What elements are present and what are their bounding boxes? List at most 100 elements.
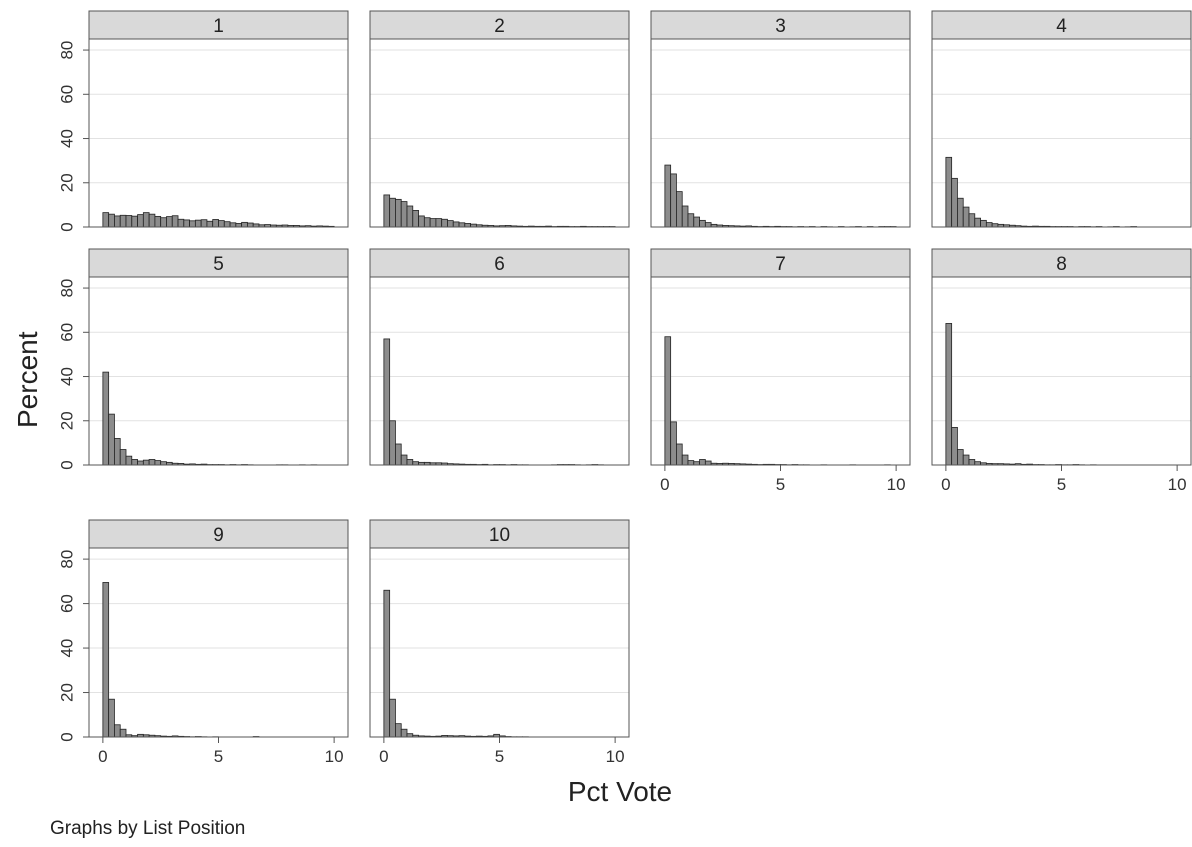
- panel-strip-6: [369, 248, 630, 278]
- y-tick-label-5-40: 40: [57, 367, 76, 386]
- bar-1-3: [119, 214, 127, 228]
- bar-4-7: [985, 222, 993, 228]
- bar-3-4: [687, 213, 695, 228]
- y-tick-label-5-80: 80: [57, 279, 76, 298]
- bar-1-2: [114, 215, 121, 228]
- bar-6-1: [389, 420, 396, 466]
- x-tick-label-7-10: 10: [887, 475, 906, 494]
- panel-label-8: 8: [1056, 254, 1067, 275]
- x-tick-label-8-5: 5: [1057, 475, 1066, 494]
- panel-label-4: 4: [1056, 16, 1067, 37]
- x-tick-label-7-0: 0: [660, 475, 669, 494]
- plot-area-4: [932, 39, 1191, 227]
- plot-area-6: [370, 277, 629, 465]
- bar-1-12: [171, 215, 179, 228]
- bar-4-3: [962, 206, 970, 228]
- bar-8-3: [962, 454, 970, 466]
- plot-area-1: [89, 39, 348, 227]
- bar-2-10: [441, 218, 448, 228]
- bar-1-1: [108, 213, 115, 228]
- bar-2-0: [383, 194, 391, 228]
- bar-4-6: [980, 219, 987, 228]
- y-axis-title: Percent: [12, 331, 43, 429]
- bar-2-13: [458, 222, 466, 228]
- panel-label-10: 10: [489, 525, 510, 546]
- bar-2-4: [406, 205, 414, 228]
- bar-10-4: [406, 733, 414, 738]
- bar-6-4: [406, 459, 414, 466]
- bar-5-2: [114, 438, 121, 466]
- panel-strip-10: [369, 519, 630, 549]
- bar-9-1: [108, 698, 115, 738]
- panel-strip-1: [88, 10, 349, 40]
- bar-1-20: [218, 220, 225, 228]
- bar-5-3: [119, 449, 127, 466]
- bar-7-1: [670, 421, 677, 466]
- bar-5-0: [102, 371, 110, 466]
- bar-9-2: [114, 724, 121, 738]
- y-tick-label-9-20: 20: [57, 683, 76, 702]
- y-tick-label-1-80: 80: [57, 41, 76, 60]
- plot-area-10: [370, 548, 629, 737]
- plot-frame-6: [369, 276, 630, 466]
- bar-1-24: [241, 221, 248, 228]
- bar-1-13: [177, 218, 185, 228]
- bar-10-3: [400, 728, 408, 738]
- panel-strip-8: [931, 248, 1192, 278]
- bar-2-5: [412, 210, 419, 228]
- bar-7-6: [699, 459, 706, 466]
- panel-label-1: 1: [213, 16, 224, 37]
- bar-5-5: [131, 459, 138, 466]
- bar-7-2: [676, 443, 683, 466]
- bar-10-2: [395, 723, 402, 738]
- bar-3-7: [704, 222, 712, 228]
- bar-8-1: [951, 426, 958, 466]
- bar-5-8: [148, 459, 156, 466]
- bar-5-7: [142, 459, 150, 466]
- plot-area-3: [651, 39, 910, 227]
- y-tick-label-9-40: 40: [57, 639, 76, 658]
- panel-label-3: 3: [775, 16, 786, 37]
- bar-6-3: [400, 454, 408, 466]
- bar-1-16: [194, 219, 202, 228]
- y-tick-label-1-0: 0: [57, 222, 76, 231]
- bar-2-1: [389, 197, 396, 228]
- bar-1-22: [229, 222, 237, 228]
- plot-frame-5: [88, 276, 349, 466]
- bar-6-2: [395, 443, 402, 466]
- bar-2-3: [400, 201, 408, 228]
- x-tick-label-8-0: 0: [941, 475, 950, 494]
- bar-1-19: [212, 219, 219, 228]
- bar-1-18: [206, 220, 214, 228]
- bar-1-6: [137, 214, 144, 228]
- bar-3-5: [693, 216, 700, 228]
- plot-frame-4: [931, 38, 1192, 228]
- panel-strip-5: [88, 248, 349, 278]
- bar-1-11: [166, 216, 173, 228]
- bar-3-2: [676, 191, 683, 228]
- panel-strip-9: [88, 519, 349, 549]
- bar-1-8: [148, 213, 156, 228]
- bar-1-4: [125, 215, 133, 228]
- y-tick-label-1-20: 20: [57, 173, 76, 192]
- bar-8-0: [945, 323, 953, 466]
- plot-frame-1: [88, 38, 349, 228]
- y-tick-label-5-60: 60: [57, 323, 76, 342]
- plot-area-5: [89, 277, 348, 465]
- x-tick-label-8-10: 10: [1168, 475, 1187, 494]
- y-tick-label-5-20: 20: [57, 411, 76, 430]
- bar-9-0: [102, 582, 110, 738]
- panel-strip-2: [369, 10, 630, 40]
- bar-4-5: [974, 217, 981, 228]
- graphs-by-note: Graphs by List Position: [50, 818, 246, 839]
- y-tick-label-5-0: 0: [57, 460, 76, 469]
- bar-5-6: [137, 460, 144, 466]
- bar-1-9: [154, 215, 162, 228]
- bar-2-9: [435, 218, 443, 228]
- bar-2-11: [447, 220, 454, 228]
- plot-frame-3: [650, 38, 911, 228]
- bar-6-0: [383, 338, 391, 466]
- y-tick-label-1-60: 60: [57, 85, 76, 104]
